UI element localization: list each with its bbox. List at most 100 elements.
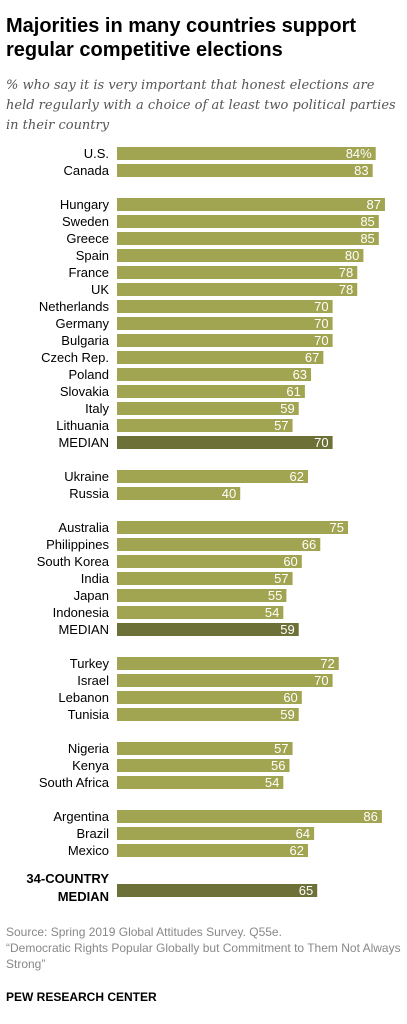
bar-lebanon [117,691,302,704]
value-label: 70 [314,435,328,450]
bar-hungary [117,198,385,211]
bar-russia [117,487,241,500]
category-label: Russia [69,486,110,501]
value-label: 70 [314,316,328,331]
bar-netherlands [117,300,333,313]
category-label: Nigeria [68,741,110,756]
category-label-line: MEDIAN [58,889,109,904]
category-label: Italy [85,401,109,416]
bar-lithuania [117,419,293,432]
bar-uk [117,283,358,296]
category-label: Canada [63,163,109,178]
category-label: Turkey [70,656,110,671]
bar-brazil [117,827,315,840]
value-label: 65 [299,883,313,898]
value-label: 59 [280,401,294,416]
category-label: Lithuania [56,418,110,433]
value-label: 54 [265,605,279,620]
bar-greece [117,232,379,245]
value-label: 70 [314,333,328,348]
category-label: Australia [58,520,109,535]
bar-france [117,266,358,279]
bar-india [117,572,293,585]
category-label: Philippines [46,537,109,552]
value-label: 75 [330,520,344,535]
bar-israel [117,674,333,687]
bar-czech-rep [117,351,324,364]
category-label: France [69,265,109,280]
bar-philippines [117,538,321,551]
category-label: Netherlands [39,299,110,314]
bar-australia [117,521,348,534]
bar-italy [117,402,299,415]
bar-indonesia [117,606,284,619]
category-label: Mexico [68,843,109,858]
category-label: Poland [69,367,109,382]
source-note: Source: Spring 2019 Global Attitudes Sur… [6,924,406,972]
chart-title: Majorities in many countries support reg… [6,15,357,61]
value-label: 60 [283,690,297,705]
bar-turkey [117,657,339,670]
value-label: 55 [268,588,282,603]
value-label: 62 [289,843,303,858]
value-label: 83 [354,163,368,178]
category-label: Lebanon [58,690,109,705]
value-label: 59 [280,707,294,722]
report-title: “Democratic Rights Popular Globally but … [6,941,401,971]
bar-u-s [117,147,376,160]
bar-poland [117,368,312,381]
value-label: 70 [314,673,328,688]
bar-germany [117,317,333,330]
value-label: 70 [314,299,328,314]
category-label: Kenya [72,758,110,773]
value-label: 84% [346,146,372,161]
bar-japan [117,589,287,602]
bar-spain [117,249,364,262]
bar-ukraine [117,470,308,483]
value-label: 78 [339,282,353,297]
category-label: Indonesia [53,605,110,620]
value-label: 80 [345,248,359,263]
value-label: 62 [289,469,303,484]
value-label: 57 [274,741,288,756]
category-label: MEDIAN [58,435,109,450]
value-label: 67 [305,350,319,365]
value-label: 63 [293,367,307,382]
bar-slovakia [117,385,305,398]
bar-kenya [117,759,290,772]
bar-bulgaria [117,334,333,347]
value-label: 40 [222,486,236,501]
bar-south-africa [117,776,284,789]
bar-median [117,436,333,449]
category-label: Spain [76,248,109,263]
category-label: Tunisia [68,707,110,722]
bar-chart: U.S. 84% Canada 83 Hungary 87 Sweden 85 Greece 85… [26,146,385,904]
category-label: Bulgaria [61,333,109,348]
category-label: UK [91,282,109,297]
value-label: 56 [271,758,285,773]
bar-tunisia [117,708,299,721]
value-label: 66 [302,537,316,552]
value-label: 64 [296,826,310,841]
value-label: 57 [274,571,288,586]
value-label: 85 [360,214,374,229]
bar-mexico [117,844,308,857]
value-label: 54 [265,775,279,790]
value-label: 86 [363,809,377,824]
value-label: 61 [286,384,300,399]
category-label: Hungary [60,197,110,212]
bar-canada [117,164,373,177]
bar-median [117,623,299,636]
category-label: Ukraine [64,469,109,484]
category-label: Germany [56,316,110,331]
category-label: South Korea [37,554,110,569]
category-label: Greece [66,231,109,246]
category-label: Czech Rep. [41,350,109,365]
org-name: PEW RESEARCH CENTER [6,990,157,1004]
bar-south-korea [117,555,302,568]
category-label: U.S. [84,146,109,161]
bar-nigeria [117,742,293,755]
category-label: Sweden [62,214,109,229]
category-label: India [81,571,110,586]
value-label: 59 [280,622,294,637]
